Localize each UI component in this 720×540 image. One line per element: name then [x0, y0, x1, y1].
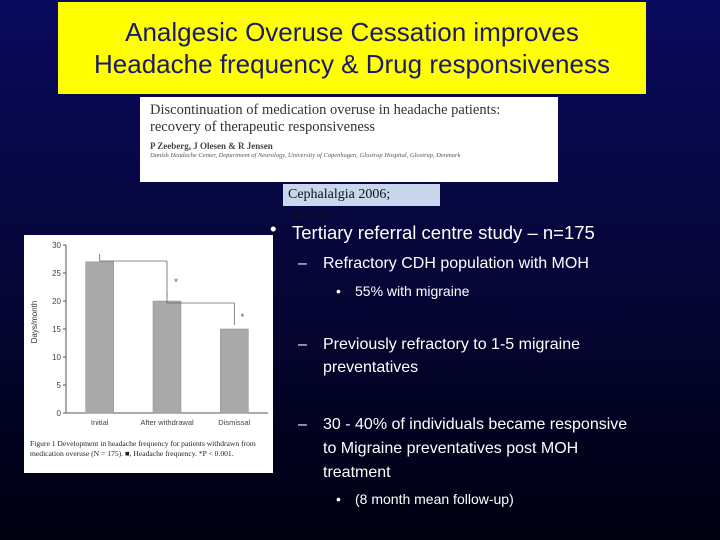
- paper-title-line-1: Discontinuation of medication overuse in…: [150, 102, 501, 118]
- paper-header-clip: Discontinuation of medication overuse in…: [140, 97, 558, 182]
- significance-marker: *: [241, 312, 245, 322]
- x-tick-label: Dismissal: [218, 418, 250, 427]
- sub-sub-bullet-1: 55% with migraine: [355, 283, 470, 299]
- sub-bullet-marker: –: [298, 255, 307, 272]
- y-tick-label: 10: [52, 353, 61, 362]
- y-tick-label: 0: [57, 409, 62, 418]
- sub-bullet-3-line-3: treatment: [323, 464, 391, 481]
- figure-caption: Figure 1 Development in headache frequen…: [30, 439, 256, 458]
- x-tick-label: Initial: [91, 418, 109, 427]
- bar: [85, 261, 114, 414]
- sub-sub-bullet-marker: •: [336, 491, 341, 507]
- slide-title-line-2: Headache frequency & Drug responsiveness: [94, 49, 610, 79]
- sub-bullet-3-line-1: 30 - 40% of individuals became responsiv…: [323, 416, 628, 433]
- bullet-marker: •: [270, 218, 277, 239]
- x-tick-label: After withdrawal: [140, 418, 194, 427]
- y-axis-label: Days/month: [30, 301, 39, 344]
- slide-title: Analgesic Overuse Cessation improves Hea…: [58, 2, 646, 94]
- sub-sub-bullet-marker: •: [336, 283, 341, 299]
- sub-bullet-2-line-2: preventatives: [323, 359, 419, 376]
- y-tick-label: 15: [52, 325, 61, 334]
- paper-affiliation: Danish Headache Center, Department of Ne…: [150, 152, 461, 159]
- sub-bullet-marker: –: [298, 416, 307, 433]
- y-tick-label: 30: [52, 241, 61, 250]
- bar-chart: Days/month 0 5 10 15 20 25 30 Initial After with…: [30, 241, 268, 427]
- bullet-1: Tertiary referral centre study – n=175: [292, 222, 595, 243]
- y-tick-label: 25: [52, 269, 61, 278]
- paper-authors: P Zeeberg, J Olesen & R Jensen: [150, 141, 273, 151]
- significance-marker: *: [174, 277, 178, 287]
- y-tick-label: 20: [52, 297, 61, 306]
- paper-title-line-2: recovery of therapeutic responsiveness: [150, 119, 376, 135]
- slide-title-line-1: Analgesic Overuse Cessation improves: [125, 17, 579, 47]
- sub-sub-bullet-2: (8 month mean follow-up): [355, 491, 514, 507]
- y-tick-label: 5: [57, 381, 62, 390]
- figure-panel: Days/month 0 5 10 15 20 25 30 Initial After with…: [24, 235, 273, 473]
- sub-bullet-3-line-2: to Migraine preventatives post MOH: [323, 440, 579, 457]
- sub-bullet-2-line-1: Previously refractory to 1-5 migraine: [323, 336, 580, 353]
- bar: [220, 328, 249, 414]
- sub-bullet-1: Refractory CDH population with MOH: [323, 255, 589, 272]
- journal-citation: Cephalalgia 2006; 26:1192–: [283, 184, 440, 224]
- sub-bullet-marker: –: [298, 336, 307, 353]
- bar: [152, 300, 182, 414]
